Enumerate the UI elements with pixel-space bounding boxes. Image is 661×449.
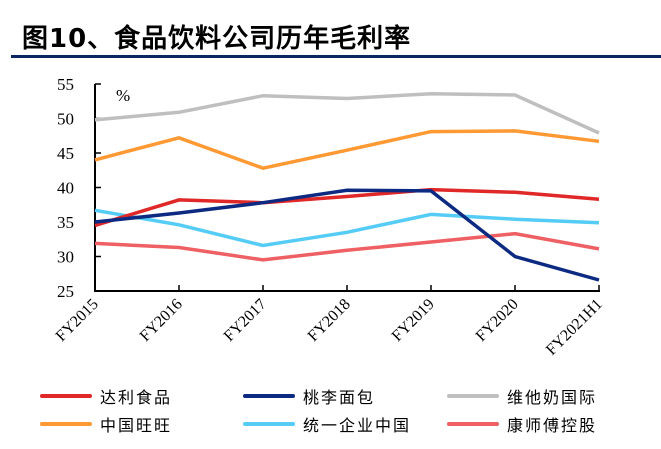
y-tick-label: 40 [57, 179, 74, 198]
x-tick-label: FY2017 [221, 296, 270, 345]
series-line-4 [94, 208, 600, 248]
y-tick-label: 30 [57, 248, 74, 267]
x-tick-label: FY2015 [53, 296, 102, 345]
x-tick-label: FY2021H1 [543, 296, 606, 359]
legend-label: 康师傅控股 [507, 416, 598, 435]
legend-swatch [40, 394, 92, 398]
line-chart: 25 30 35 40 45 50 55 FY2015 FY2016 FY2017 FY2018 FY… [53, 75, 606, 359]
legend-label: 中国旺旺 [100, 416, 173, 435]
legend-swatch [40, 422, 92, 426]
legend-label: 维他奶国际 [507, 388, 598, 407]
y-tick-label: 50 [57, 110, 74, 129]
series-line-3 [94, 129, 600, 171]
y-tick-label: 55 [57, 75, 74, 94]
x-tick-label: FY2016 [137, 296, 186, 345]
x-tick-label: FY2019 [389, 296, 438, 345]
legend-label: 统一企业中国 [303, 416, 412, 435]
series-line-5 [94, 231, 600, 262]
unit-label: % [116, 86, 130, 105]
figure-title: 图10、食品饮料公司历年毛利率 [22, 24, 412, 54]
legend-swatch [447, 394, 499, 398]
legend-swatch [447, 422, 499, 426]
y-tick-label: 35 [57, 213, 74, 232]
series-line-0 [94, 187, 600, 228]
legend-item: 达利食品 [40, 385, 172, 407]
legend-label: 达利食品 [100, 388, 173, 407]
x-tick-label: FY2020 [473, 296, 522, 345]
series-layer [94, 91, 600, 282]
y-tick-label: 25 [57, 282, 74, 301]
title-divider [11, 55, 661, 58]
legend-item: 中国旺旺 [40, 413, 172, 435]
y-tick-label: 45 [57, 144, 74, 163]
legend-swatch [243, 394, 295, 398]
legend-item: 桃李面包 [243, 385, 375, 407]
x-tick-label: FY2018 [305, 296, 354, 345]
legend-label: 桃李面包 [303, 388, 376, 407]
legend-item: 统一企业中国 [243, 413, 411, 435]
series-line-1 [94, 188, 600, 282]
legend-swatch [243, 422, 295, 426]
legend-item: 维他奶国际 [447, 385, 597, 407]
series-line-2 [94, 91, 600, 135]
legend-item: 康师傅控股 [447, 413, 597, 435]
